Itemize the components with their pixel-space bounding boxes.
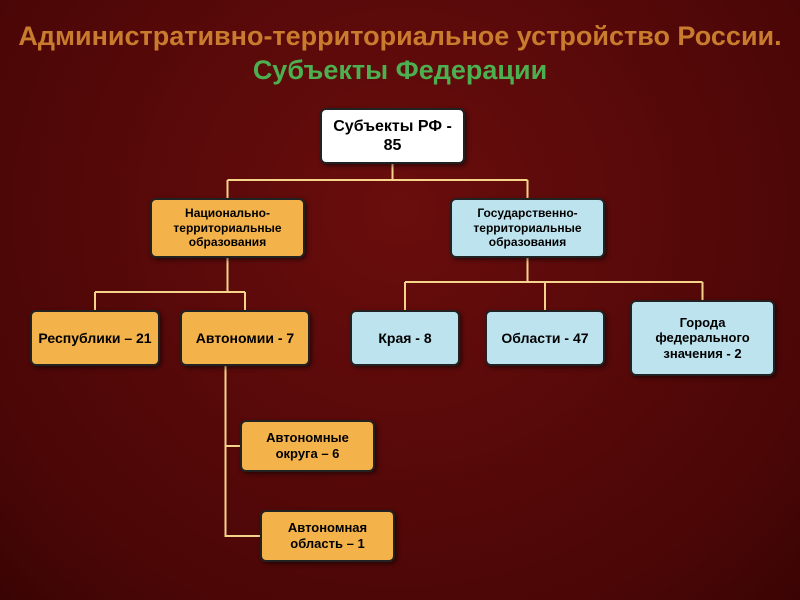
slide: Административно-территориальное устройст… bbox=[0, 0, 800, 600]
node-oblasti: Области - 47 bbox=[485, 310, 605, 366]
title-part2: Субъекты Федерации bbox=[253, 55, 547, 85]
node-okruga: Автономные округа – 6 bbox=[240, 420, 375, 472]
node-state: Государственно-территориальные образован… bbox=[450, 198, 605, 258]
slide-title: Административно-территориальное устройст… bbox=[0, 20, 800, 88]
node-root: Субъекты РФ - 85 bbox=[320, 108, 465, 164]
node-aoblast: Автономная область – 1 bbox=[260, 510, 395, 562]
node-republics: Республики – 21 bbox=[30, 310, 160, 366]
title-part1: Административно-территориальное устройст… bbox=[18, 21, 781, 51]
node-krai: Края - 8 bbox=[350, 310, 460, 366]
node-cities: Города федерального значения - 2 bbox=[630, 300, 775, 376]
node-national: Национально-территориальные образования bbox=[150, 198, 305, 258]
node-autonomies: Автономии - 7 bbox=[180, 310, 310, 366]
